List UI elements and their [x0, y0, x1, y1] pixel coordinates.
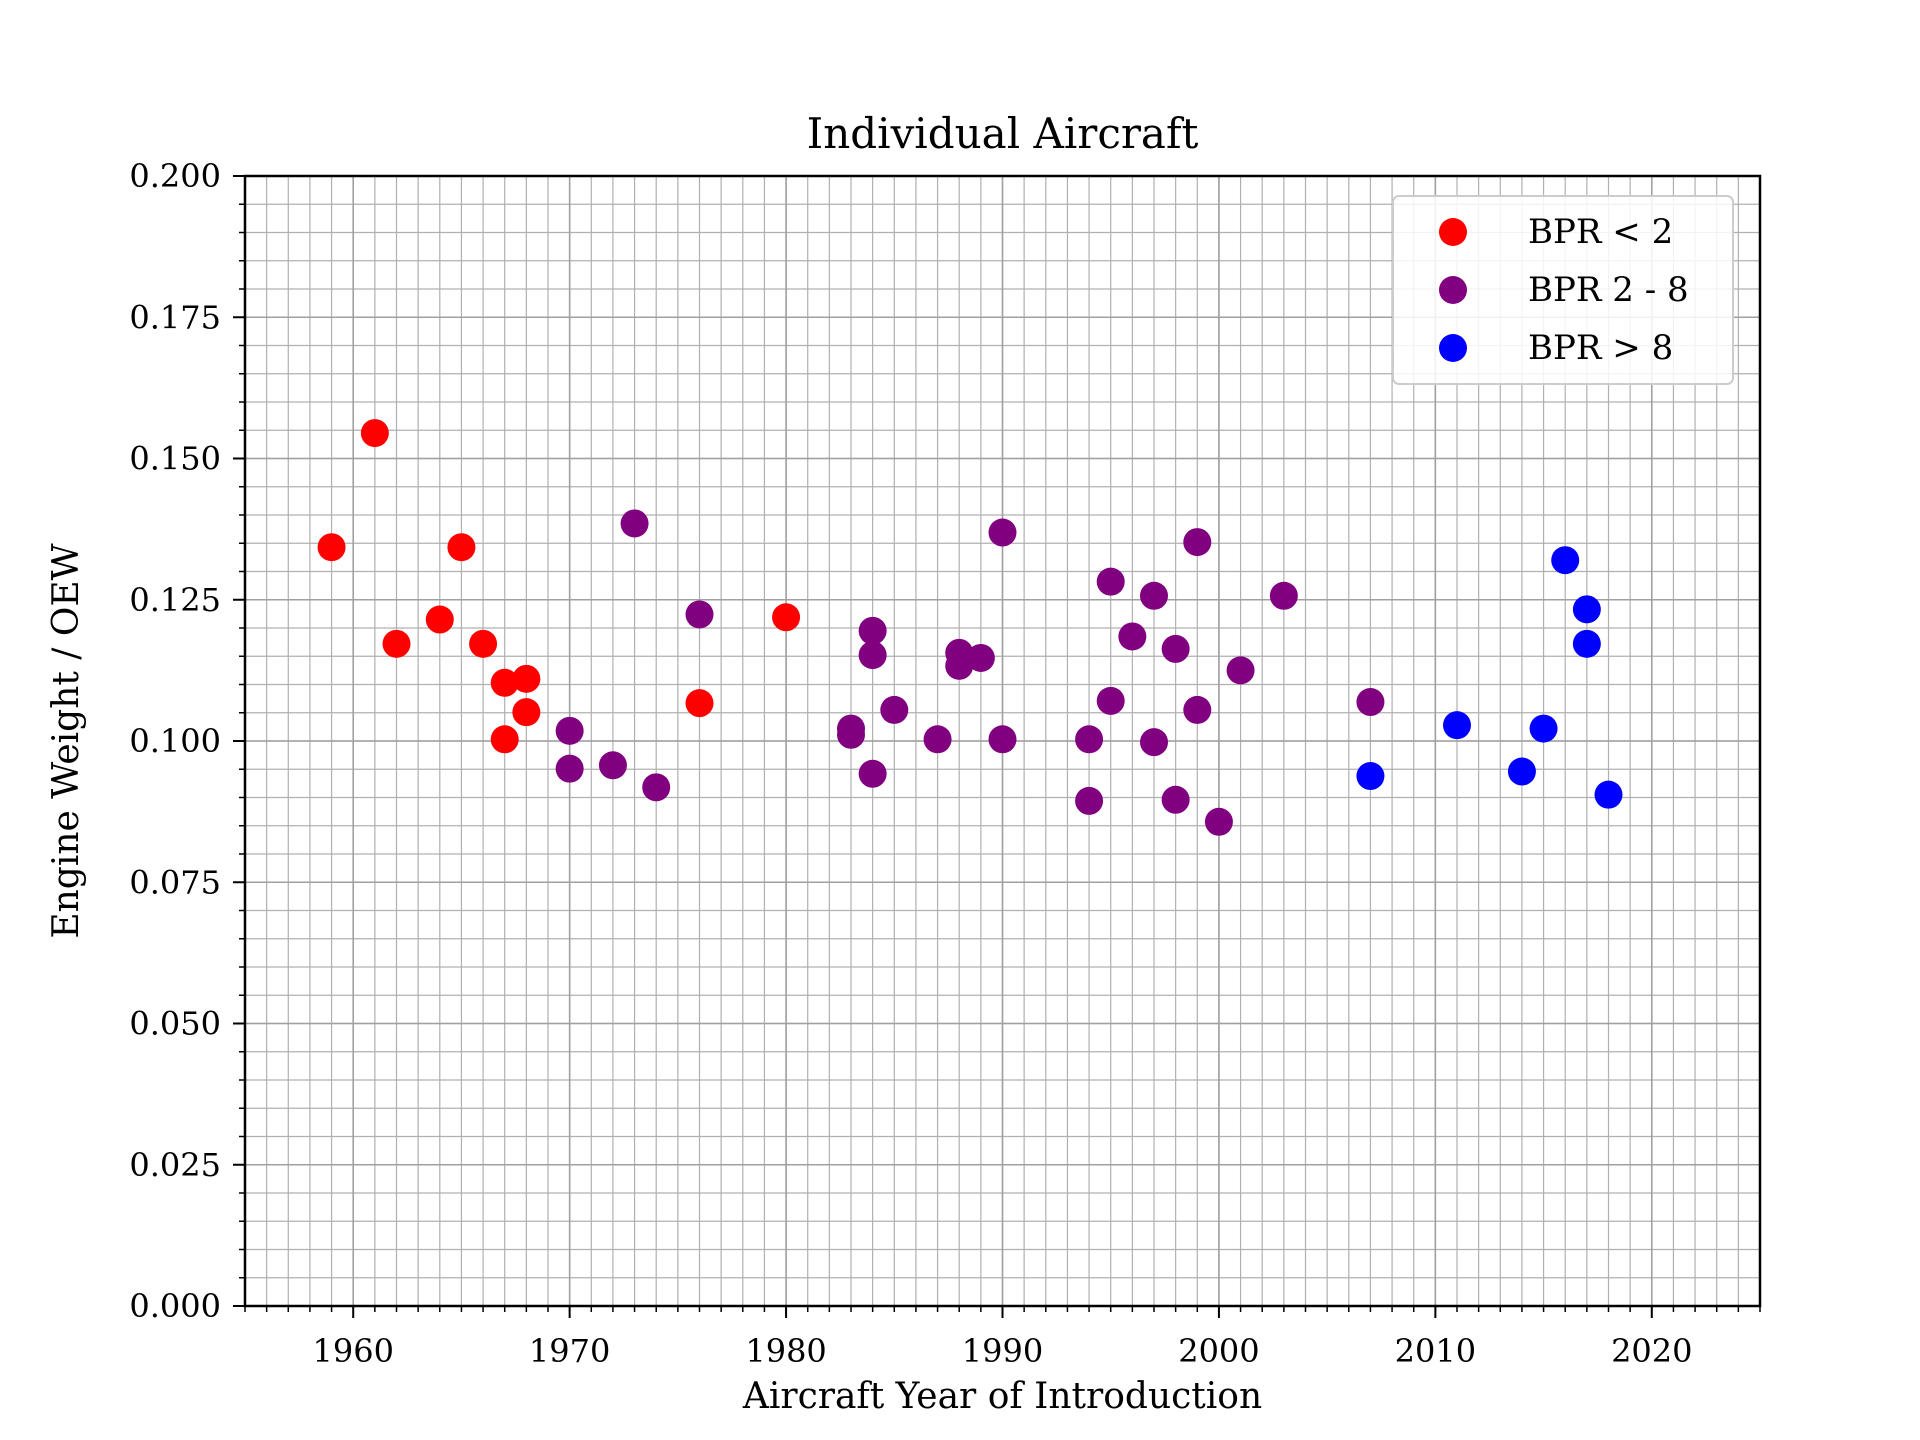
y-tick-label: 0.100	[129, 722, 221, 760]
data-point	[1183, 695, 1212, 724]
data-point	[1226, 656, 1255, 685]
y-tick-label: 0.050	[129, 1005, 221, 1043]
data-point	[1572, 595, 1601, 624]
series-2	[555, 509, 1385, 836]
data-point	[620, 509, 649, 538]
legend-label: BPR 2 - 8	[1528, 270, 1689, 310]
x-tick-label: 1970	[529, 1332, 610, 1370]
data-point	[1443, 711, 1471, 740]
data-point	[772, 603, 801, 632]
data-point	[945, 651, 974, 680]
data-point	[490, 668, 519, 697]
y-tick-label: 0.125	[129, 581, 221, 619]
data-point	[1551, 546, 1580, 575]
data-point	[555, 754, 584, 783]
data-point	[988, 518, 1017, 547]
data-point	[360, 419, 389, 448]
legend-marker	[1439, 334, 1467, 362]
series-1	[317, 419, 801, 754]
data-point	[988, 725, 1017, 754]
data-point	[1096, 567, 1125, 596]
data-point	[685, 689, 714, 718]
data-point	[1356, 762, 1385, 791]
x-tick-label: 2020	[1611, 1332, 1692, 1370]
data-point	[382, 629, 411, 658]
x-tick-label: 1960	[312, 1332, 393, 1370]
y-axis-title: Engine Weight / OEW	[46, 543, 87, 938]
legend-label: BPR > 8	[1528, 328, 1673, 368]
data-point	[858, 759, 887, 788]
plot-frame	[243, 174, 1762, 1308]
data-point	[1140, 581, 1168, 610]
data-point	[1269, 581, 1298, 610]
x-tick-label: 2010	[1395, 1332, 1476, 1370]
data-point	[837, 720, 865, 749]
data-point	[447, 533, 476, 562]
chart-title: Individual Aircraft	[807, 109, 1199, 158]
legend: BPR < 2 BPR 2 - 8 BPR > 8	[1392, 195, 1734, 385]
x-tick-label: 1980	[745, 1332, 826, 1370]
legend-marker	[1439, 218, 1467, 246]
legend-label: BPR < 2	[1528, 212, 1673, 252]
x-axis-title: Aircraft Year of Introduction	[742, 1376, 1262, 1417]
data-point	[1183, 528, 1212, 557]
data-point	[880, 695, 909, 724]
data-point	[1075, 725, 1104, 754]
data-point	[923, 725, 952, 754]
data-point	[1529, 714, 1558, 743]
data-point	[642, 773, 671, 802]
data-point	[1140, 728, 1168, 757]
y-tick-label: 0.150	[129, 440, 221, 478]
y-tick-label: 0.175	[129, 298, 221, 336]
data-point	[598, 751, 627, 780]
y-tick-label: 0.000	[129, 1287, 221, 1325]
legend-box	[1392, 195, 1734, 385]
data-point	[685, 600, 714, 629]
series-3	[1356, 546, 1623, 809]
data-point	[1161, 634, 1190, 663]
x-tick-label: 2000	[1178, 1332, 1259, 1370]
legend-marker	[1439, 276, 1467, 304]
data-point	[469, 629, 498, 658]
data-point	[858, 616, 887, 645]
data-point	[317, 533, 346, 562]
data-point	[1594, 780, 1623, 809]
data-point	[1356, 688, 1385, 717]
x-tick-label: 1990	[962, 1332, 1043, 1370]
data-point	[555, 716, 584, 745]
data-point	[425, 605, 454, 634]
data-point	[490, 725, 519, 754]
data-point	[512, 664, 541, 693]
y-tick-label: 0.025	[129, 1146, 221, 1184]
data-point	[1096, 686, 1125, 715]
data-point	[1118, 622, 1147, 651]
data-point	[512, 698, 541, 727]
y-tick-label: 0.075	[129, 863, 221, 901]
y-tick-label: 0.200	[129, 157, 221, 195]
data-point	[1507, 757, 1536, 786]
data-point	[966, 643, 995, 672]
data-point	[1075, 786, 1104, 815]
data-point	[858, 641, 887, 670]
data-point	[1572, 629, 1601, 658]
data-point	[1161, 785, 1190, 814]
data-point	[1204, 807, 1233, 836]
